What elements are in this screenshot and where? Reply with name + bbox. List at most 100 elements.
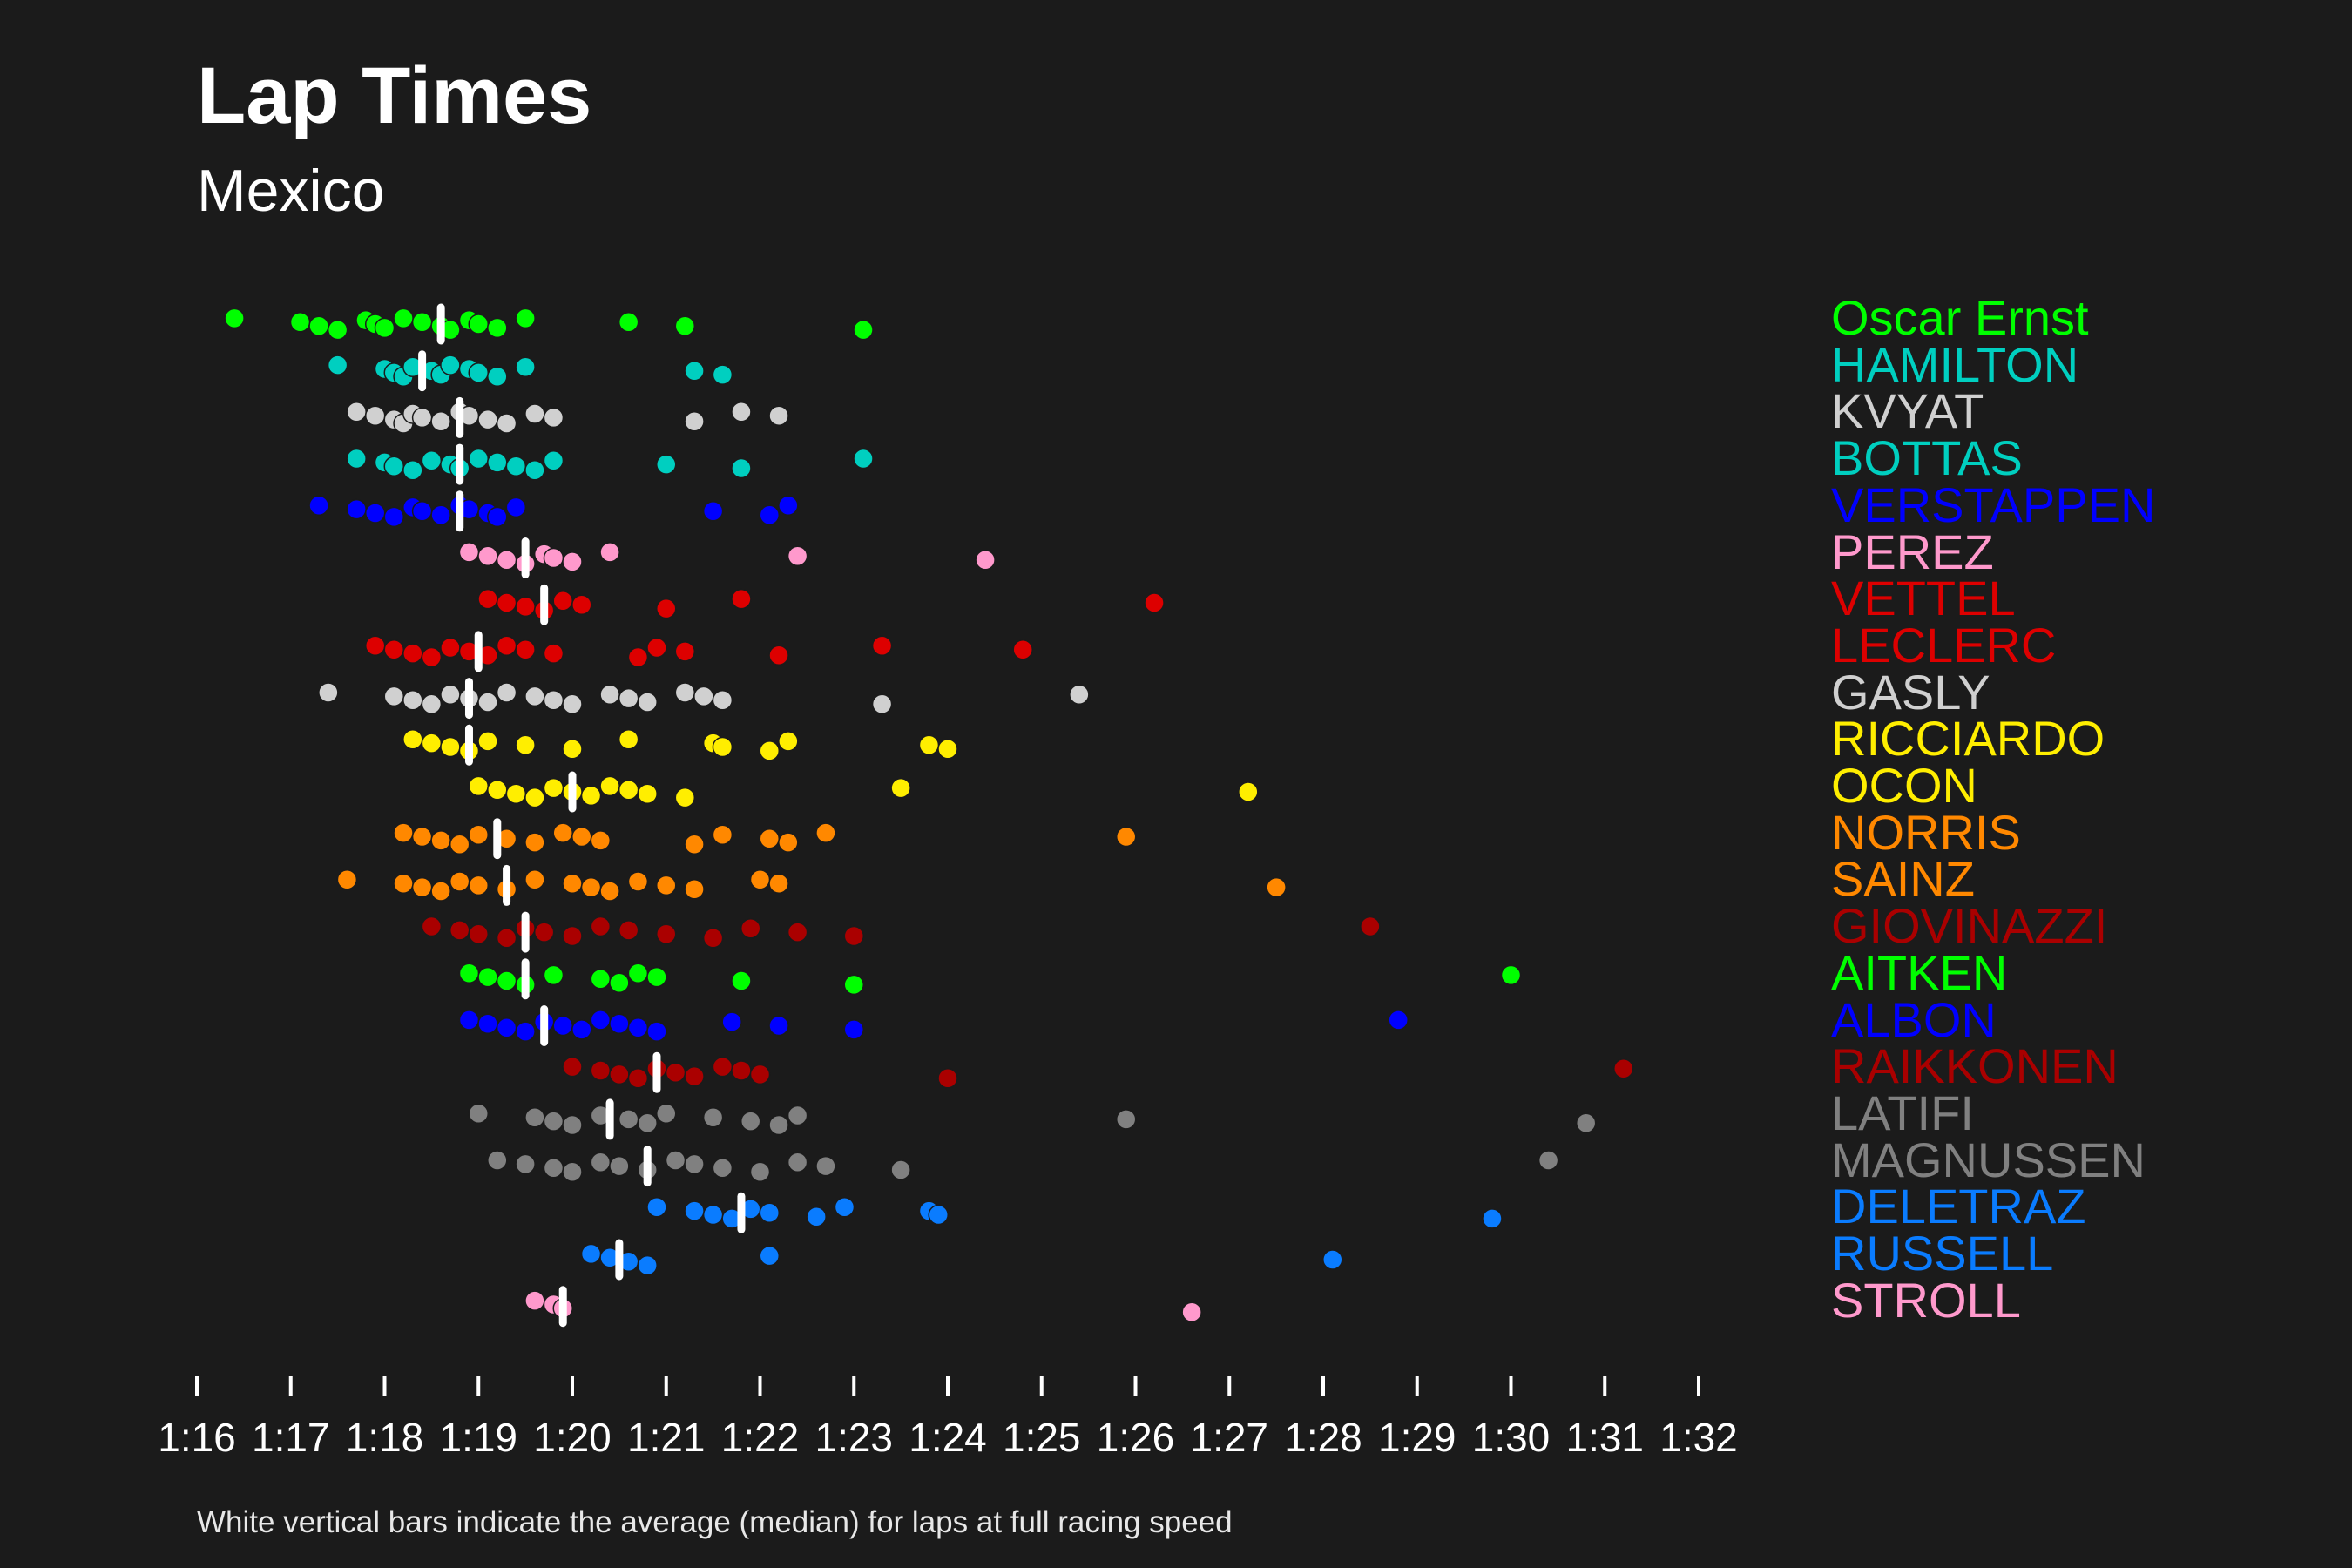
lap-point <box>468 448 489 470</box>
lap-point <box>468 1103 489 1125</box>
legend-item: DELETRAZ <box>1831 1179 2086 1234</box>
lap-point <box>618 920 639 941</box>
lap-point <box>712 824 733 846</box>
lap-point <box>524 1106 545 1128</box>
lap-point <box>562 1161 583 1182</box>
lap-point <box>768 645 789 666</box>
lap-point <box>524 832 545 853</box>
lap-point <box>609 1013 630 1035</box>
lap-point <box>487 780 508 801</box>
lap-point <box>543 449 564 471</box>
legend-item: RICCIARDO <box>1831 711 2105 767</box>
lap-point <box>627 646 649 668</box>
legend-item: KVYAT <box>1831 383 1984 439</box>
lap-point <box>1069 684 1090 705</box>
lap-point <box>449 871 470 892</box>
lap-point <box>430 830 451 851</box>
lap-point <box>477 545 498 567</box>
legend-item: MAGNUSSEN <box>1831 1132 2146 1187</box>
lap-point <box>571 594 592 615</box>
lap-point <box>590 1010 612 1031</box>
lap-point <box>684 879 705 900</box>
lap-point <box>496 682 517 703</box>
lap-point <box>843 974 864 996</box>
lap-point <box>599 684 620 705</box>
lap-point <box>364 405 386 426</box>
lap-point <box>543 1111 564 1132</box>
chart-subtitle: Mexico <box>197 158 385 224</box>
lap-point <box>543 547 564 569</box>
lap-point <box>383 639 405 660</box>
lap-point <box>346 448 367 470</box>
lap-point <box>693 686 714 707</box>
lap-point <box>515 356 536 378</box>
lap-point <box>411 407 433 429</box>
lap-point <box>477 692 498 713</box>
lap-point <box>599 542 620 563</box>
lap-point <box>524 459 545 481</box>
series-oscar-ernst <box>224 303 874 345</box>
legend-item: PEREZ <box>1831 524 1994 579</box>
lap-point <box>834 1196 855 1218</box>
lap-point <box>853 448 874 470</box>
lap-point <box>346 402 367 422</box>
series-norris <box>393 818 1137 860</box>
lap-point <box>440 736 461 758</box>
lap-point <box>918 734 940 756</box>
x-tick-label: 1:28 <box>1284 1415 1362 1460</box>
lap-point <box>731 402 752 422</box>
lap-point <box>815 1155 836 1177</box>
lap-point <box>740 1111 761 1132</box>
lap-point <box>421 916 443 937</box>
lap-point <box>749 1064 771 1085</box>
lap-point <box>364 635 386 657</box>
lap-point <box>890 777 911 799</box>
lap-point <box>749 869 771 890</box>
lap-point <box>928 1204 949 1226</box>
x-tick-label: 1:23 <box>814 1415 893 1460</box>
lap-point <box>759 504 781 525</box>
lap-point <box>646 637 667 659</box>
lap-point <box>524 869 545 890</box>
lap-point <box>562 1114 583 1136</box>
series-ricciardo <box>402 724 958 766</box>
lap-point <box>487 1150 508 1171</box>
lap-point <box>543 407 564 429</box>
chart-footnote: White vertical bars indicate the average… <box>197 1505 1233 1539</box>
lap-point <box>496 592 517 613</box>
lap-point <box>618 312 639 333</box>
lap-point <box>421 693 443 714</box>
lap-point <box>937 1068 958 1089</box>
lap-point <box>843 1019 864 1040</box>
x-tick-label: 1:18 <box>346 1415 424 1460</box>
lap-point <box>487 506 508 528</box>
lap-point <box>411 876 433 898</box>
lap-point <box>411 501 433 522</box>
lap-point <box>590 830 612 851</box>
lap-point <box>383 506 405 528</box>
lap-point <box>543 1158 564 1179</box>
legend-item: RAIKKONEN <box>1831 1038 2119 1094</box>
lap-point <box>543 777 564 799</box>
lap-point <box>618 687 639 709</box>
lap-point <box>646 1021 667 1042</box>
lap-point <box>627 1068 649 1089</box>
lap-point <box>468 923 489 945</box>
lap-point <box>759 1202 781 1224</box>
lap-point <box>383 686 405 707</box>
lap-point <box>871 693 893 714</box>
lap-point <box>646 1196 667 1218</box>
lap-point <box>487 366 508 388</box>
lap-point <box>712 690 733 711</box>
lap-point <box>458 963 480 983</box>
lap-point <box>562 738 583 760</box>
lap-point <box>224 308 245 329</box>
legend-item: BOTTAS <box>1831 430 2023 486</box>
legend-item: Oscar Ernst <box>1831 290 2089 345</box>
legend-item: STROLL <box>1831 1272 2021 1328</box>
lap-point <box>515 596 536 618</box>
lap-point <box>1115 826 1137 848</box>
lap-point <box>684 1065 705 1087</box>
series-russell <box>580 1239 1343 1281</box>
lap-point <box>609 1155 630 1177</box>
